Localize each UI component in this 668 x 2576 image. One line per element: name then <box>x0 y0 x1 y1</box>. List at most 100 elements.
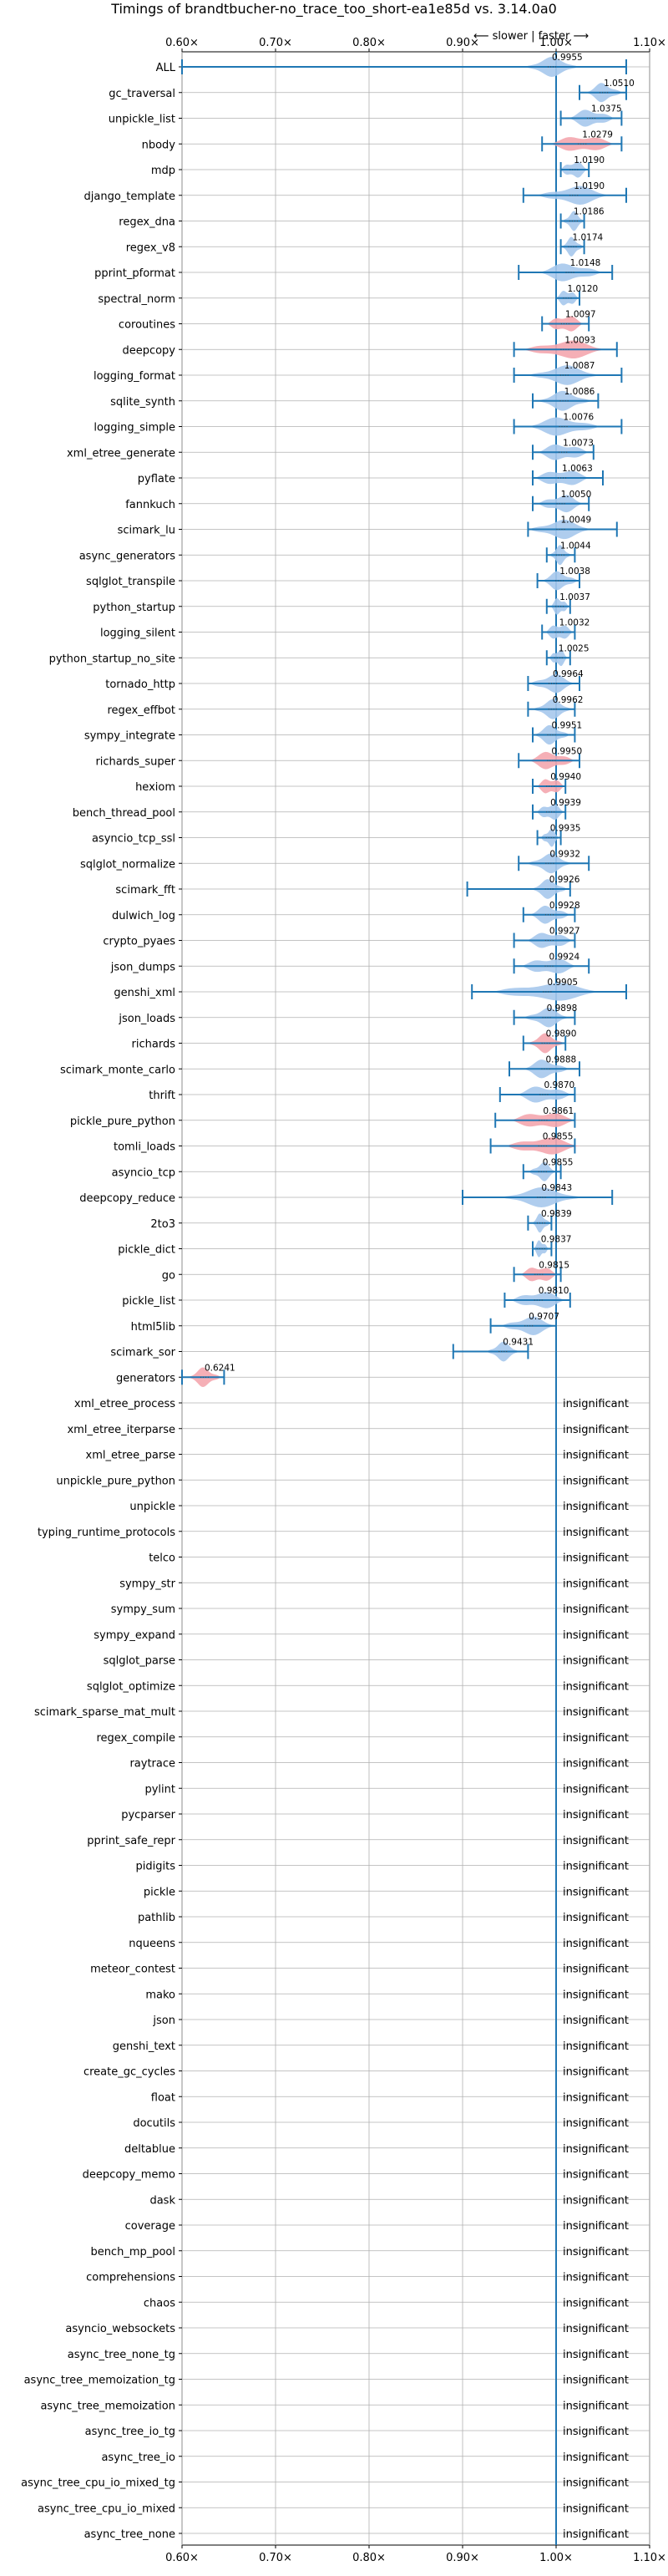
y-tick-label: pycparser <box>121 1809 175 1821</box>
y-tick-label: docutils <box>133 2117 175 2130</box>
insignificant-label: insignificant <box>563 2400 629 2412</box>
y-tick-label: typing_runtime_protocols <box>38 1527 175 1539</box>
insignificant-label: insignificant <box>563 2040 629 2053</box>
y-tick-label: genshi_xml <box>114 987 175 999</box>
y-tick-label: fannkuch <box>125 499 175 511</box>
y-tick-label: coroutines <box>119 319 175 332</box>
x-tick-label-top: 0.60× <box>165 37 199 49</box>
y-tick-label: ALL <box>156 62 176 74</box>
y-tick-label: async_tree_none <box>84 2528 175 2541</box>
insignificant-label: insignificant <box>563 2066 629 2079</box>
value-label: 0.6241 <box>205 1363 235 1373</box>
value-label: 0.9951 <box>552 721 583 731</box>
y-tick-label: pylint <box>144 1783 175 1796</box>
y-tick-label: crypto_pyaes <box>103 936 175 948</box>
insignificant-label: insignificant <box>563 1680 629 1693</box>
value-label: 0.9810 <box>539 1286 569 1296</box>
insignificant-label: insignificant <box>563 2117 629 2130</box>
y-tick-label: regex_dna <box>119 216 175 229</box>
value-label: 1.0279 <box>582 130 613 140</box>
y-tick-label: scimark_lu <box>118 525 175 537</box>
insignificant-label: insignificant <box>563 2220 629 2233</box>
y-tick-label: float <box>151 2091 175 2104</box>
y-tick-label: bench_thread_pool <box>73 807 175 820</box>
y-tick-label: bench_mp_pool <box>90 2246 175 2258</box>
value-label: 0.9924 <box>549 952 579 962</box>
value-label: 1.0097 <box>565 310 596 320</box>
y-tick-label: sqlglot_optimize <box>87 1680 175 1693</box>
insignificant-label: insignificant <box>563 1629 629 1642</box>
y-tick-label: deltablue <box>124 2143 175 2156</box>
value-label: 0.9939 <box>550 798 581 808</box>
y-tick-label: unpickle_list <box>109 114 175 126</box>
y-tick-label: logging_simple <box>94 422 175 434</box>
y-tick-label: sympy_str <box>119 1578 175 1590</box>
y-tick-label: raytrace <box>129 1758 175 1771</box>
value-label: 1.0038 <box>559 567 590 577</box>
label-layer: 0.60× 0.60× 0.70× 0.70× 0.80× 0.80× 0.90× 0.90×… <box>21 37 666 2564</box>
insignificant-label: insignificant <box>563 1450 629 1462</box>
value-label: 0.9950 <box>551 746 582 756</box>
insignificant-label: insignificant <box>563 2194 629 2207</box>
value-label: 1.0086 <box>564 387 595 397</box>
y-tick-label: python_startup <box>93 602 175 614</box>
value-label: 0.9843 <box>541 1183 572 1193</box>
y-tick-label: unpickle <box>129 1501 175 1513</box>
value-label: 0.9898 <box>547 1003 578 1014</box>
y-tick-label: scimark_fft <box>115 884 175 897</box>
y-tick-label: pathlib <box>138 1912 175 1924</box>
value-label: 1.0174 <box>572 232 603 242</box>
x-tick-label-bottom: 0.80× <box>352 2552 386 2564</box>
direction-note: ⟵ slower | faster ⟶ <box>473 30 589 43</box>
insignificant-label: insignificant <box>563 2375 629 2387</box>
y-tick-label: async_tree_cpu_io_mixed_tg <box>21 2477 175 2490</box>
value-label: 1.0120 <box>567 284 598 294</box>
insignificant-label: insignificant <box>563 1603 629 1616</box>
y-tick-label: async_tree_none_tg <box>68 2349 175 2361</box>
y-tick-label: comprehensions <box>86 2272 175 2284</box>
y-tick-label: tomli_loads <box>114 1141 175 1154</box>
y-tick-label: scimark_sor <box>110 1347 175 1359</box>
y-tick-label: logging_silent <box>100 627 175 640</box>
y-tick-label: spectral_norm <box>98 293 175 306</box>
y-tick-label: pickle_pure_python <box>70 1115 175 1128</box>
y-tick-label: tornado_http <box>105 678 175 691</box>
value-label: 0.9707 <box>529 1312 559 1322</box>
insignificant-label: insignificant <box>563 1783 629 1796</box>
y-tick-label: dask <box>149 2194 175 2207</box>
insignificant-label: insignificant <box>563 1501 629 1513</box>
y-tick-label: async_tree_io_tg <box>85 2426 175 2438</box>
insignificant-label: insignificant <box>563 2528 629 2541</box>
y-tick-label: json_loads <box>118 1013 175 1025</box>
value-label: 0.9927 <box>549 927 580 937</box>
y-tick-label: meteor_contest <box>90 1964 175 1976</box>
y-tick-label: python_startup_no_site <box>49 653 175 665</box>
y-tick-label: async_tree_memoization_tg <box>24 2375 175 2387</box>
value-label: 1.0037 <box>559 592 590 602</box>
value-label: 0.9935 <box>550 824 581 834</box>
insignificant-label: insignificant <box>563 1989 629 2001</box>
value-label: 0.9940 <box>550 772 581 782</box>
value-label: 0.9890 <box>546 1029 577 1039</box>
y-tick-label: scimark_sparse_mat_mult <box>34 1706 175 1719</box>
value-label: 0.9815 <box>539 1260 569 1270</box>
insignificant-label: insignificant <box>563 2502 629 2515</box>
insignificant-label: insignificant <box>563 1655 629 1668</box>
insignificant-label: insignificant <box>563 1706 629 1719</box>
insignificant-label: insignificant <box>563 2091 629 2104</box>
y-tick-label: xml_etree_parse <box>86 1450 175 1462</box>
y-tick-label: scimark_monte_carlo <box>60 1064 175 1076</box>
value-label: 0.9955 <box>552 53 583 63</box>
y-tick-label: html5lib <box>131 1321 175 1334</box>
value-label: 0.9431 <box>503 1338 534 1348</box>
value-label: 1.0032 <box>559 618 590 628</box>
insignificant-label: insignificant <box>563 1938 629 1950</box>
y-tick-label: asyncio_tcp_ssl <box>92 833 175 846</box>
insignificant-label: insignificant <box>563 1964 629 1976</box>
x-tick-label-bottom: 0.60× <box>165 2552 199 2564</box>
y-tick-label: async_tree_io <box>101 2452 175 2464</box>
y-tick-label: richards <box>132 1039 176 1051</box>
value-label: 1.0093 <box>564 335 595 345</box>
insignificant-label: insignificant <box>563 1552 629 1565</box>
